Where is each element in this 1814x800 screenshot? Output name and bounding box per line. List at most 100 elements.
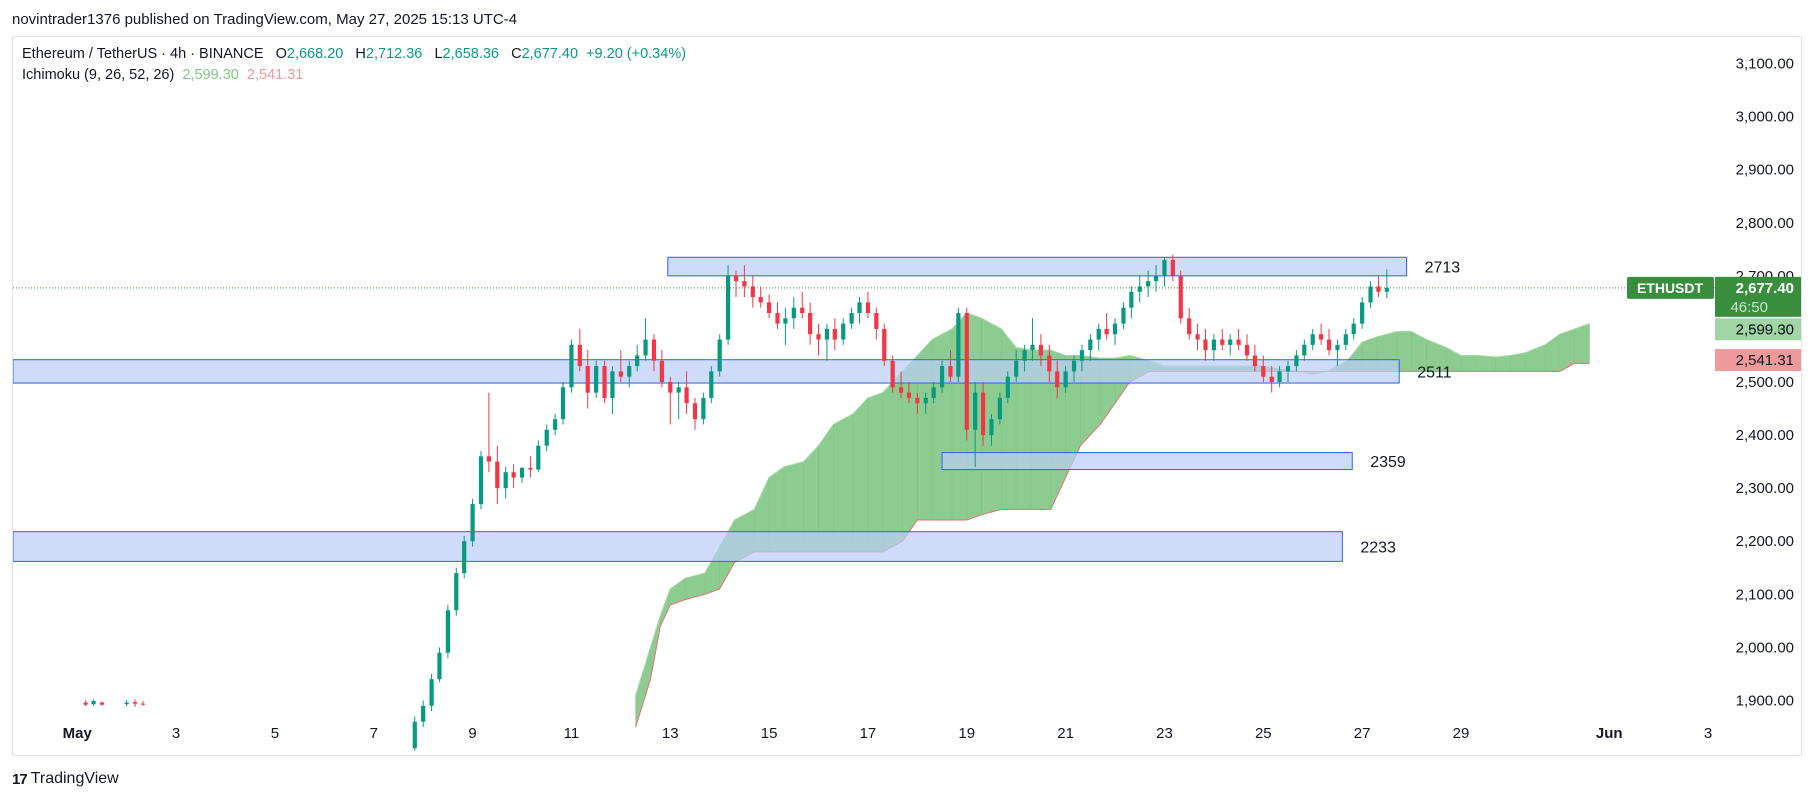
lead-line-a-value: 2,599.30	[182, 67, 239, 83]
high-label: H	[355, 46, 366, 62]
candle-body	[832, 328, 837, 340]
candle-body	[939, 366, 945, 388]
candle-body	[709, 371, 714, 398]
zone-label-2713: 2713	[1425, 260, 1461, 277]
time-axis: May 3 5 7 9 11 13 15 17 19 21 23 25 27 29 Jun 3	[63, 725, 1713, 742]
candle-body	[1178, 275, 1183, 319]
cloud-bullish-segment	[1510, 352, 1526, 372]
cloud-bullish-segment	[1574, 323, 1590, 364]
candle-body	[1047, 355, 1052, 372]
candle-body	[1277, 371, 1282, 382]
candle-body	[1294, 355, 1299, 367]
y-tick-label: 2,500.00	[1736, 374, 1794, 391]
candle-body	[1211, 339, 1216, 351]
candle-body	[915, 397, 920, 404]
lead-line-b-value: 2,541.31	[246, 67, 304, 83]
zone-label-2233: 2233	[1360, 540, 1396, 557]
candle-body	[1112, 323, 1118, 335]
candle-body	[808, 313, 813, 335]
low-label: L	[434, 46, 443, 62]
candle-body	[676, 387, 681, 393]
x-tick-label: 13	[662, 725, 679, 742]
span-b-tag-bg	[1715, 349, 1801, 372]
candle-body	[627, 366, 632, 377]
candle-body	[1319, 334, 1324, 340]
cloud-bullish-segment	[1475, 355, 1496, 372]
candle-body	[816, 334, 821, 340]
y-tick-label: 2,400.00	[1736, 427, 1794, 444]
candle-body	[1203, 339, 1208, 351]
zone-2511	[13, 359, 1400, 384]
x-tick-label: Jun	[1596, 725, 1623, 742]
x-tick-label: 11	[564, 725, 580, 742]
candle-body	[1228, 339, 1233, 345]
last-price-tag: 2,677.40	[1736, 280, 1794, 297]
span-a-tag-bg	[1715, 318, 1801, 341]
candle-body	[1121, 307, 1126, 324]
candle-body	[1360, 302, 1365, 324]
candle-body	[684, 387, 689, 404]
candle-body	[1137, 286, 1142, 292]
cloud-bullish-segment	[1460, 355, 1477, 372]
candle-body	[486, 456, 492, 462]
zone-2713	[667, 256, 1408, 277]
candle-body	[973, 392, 978, 430]
footer: 17 TradingView	[12, 770, 119, 788]
x-tick-label: 5	[271, 725, 279, 742]
candle-body	[1351, 323, 1356, 335]
cloud-bullish-segment	[882, 370, 903, 553]
candle-body	[1302, 344, 1307, 356]
published-by-line: novintrader1376 published on TradingView…	[12, 11, 518, 28]
candle-body	[1187, 318, 1192, 335]
candle-body	[91, 700, 96, 705]
candle-body	[1310, 334, 1315, 345]
candle-body	[577, 344, 582, 367]
candle-body	[1220, 339, 1225, 345]
candle-body	[478, 456, 484, 505]
candle-body	[421, 705, 426, 722]
indicator-title[interactable]: Ichimoku (9, 26, 52, 26)	[22, 67, 175, 83]
candle-body	[1162, 259, 1167, 276]
open-value: 2,668.20	[286, 46, 344, 62]
candle-body	[659, 360, 664, 382]
zone-2233	[13, 531, 1343, 562]
candle-body	[1326, 339, 1332, 351]
candle-body	[1096, 328, 1101, 340]
candle-body	[717, 339, 722, 372]
candle-body	[511, 472, 516, 478]
x-tick-label: 27	[1354, 725, 1371, 742]
candle-body	[429, 679, 434, 706]
candle-body	[980, 392, 986, 436]
low-value: 2,658.36	[442, 46, 499, 62]
change-value: +9.20 (+0.34%)	[586, 46, 687, 62]
candle-body	[890, 360, 895, 388]
candle-body	[1088, 339, 1093, 351]
candle-body	[602, 366, 607, 398]
cloud-bullish-segment	[867, 392, 884, 553]
cloud-bullish-segment	[931, 328, 953, 521]
price-axis: 3,100.003,000.002,900.002,800.002,700.00…	[1736, 56, 1794, 710]
y-tick-label: 2,200.00	[1736, 533, 1794, 550]
tradingview-brand[interactable]: TradingView	[30, 770, 119, 787]
candle-body	[544, 429, 549, 446]
candle-body	[1170, 259, 1175, 276]
chart-pane[interactable]: 2713 2511 2359 2233 3,100.00 3,000.00 2,900.0…	[12, 36, 1802, 756]
lead-line-a	[635, 312, 1590, 696]
candle-body	[83, 702, 88, 705]
tradingview-logo-icon: 17	[12, 770, 28, 788]
candle-body	[874, 313, 879, 329]
x-tick-label: 7	[370, 725, 378, 742]
symbol-title[interactable]: Ethereum / TetherUS · 4h · BINANCE	[22, 46, 264, 62]
candle-body	[618, 371, 623, 377]
y-tick-label: 2,800.00	[1736, 215, 1794, 232]
candle-body	[1261, 366, 1266, 377]
candle-body	[585, 366, 590, 393]
candle-body	[553, 419, 558, 430]
cloud-bullish-segment	[1495, 355, 1511, 372]
candle-body	[800, 307, 805, 313]
candle-body	[791, 307, 796, 319]
candle-body	[824, 328, 830, 340]
y-tick-label: 2,300.00	[1736, 480, 1794, 497]
candle-body	[1252, 355, 1257, 367]
